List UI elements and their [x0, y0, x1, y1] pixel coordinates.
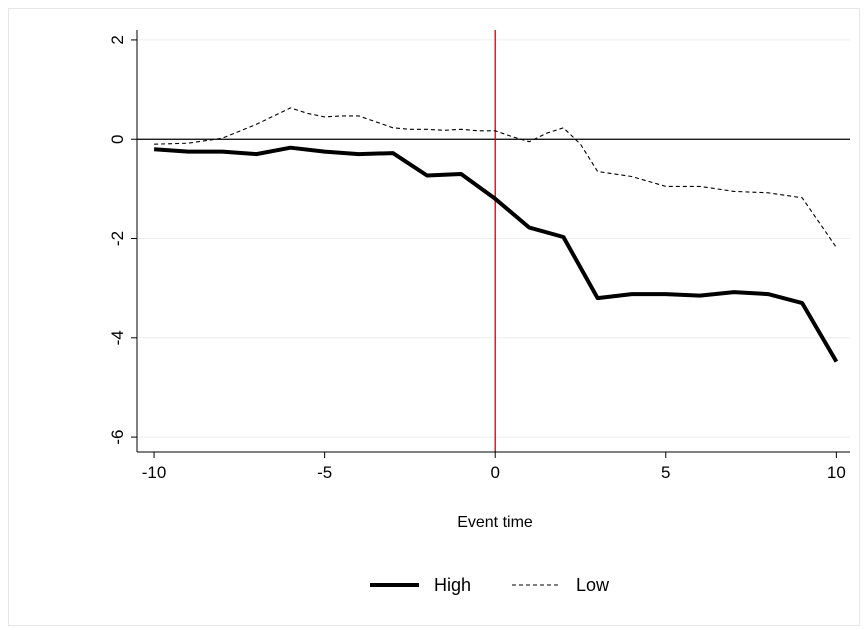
- legend-label-low: Low: [576, 575, 610, 595]
- y-tick-label: -2: [108, 231, 127, 246]
- series-line-high: [153, 145, 839, 363]
- x-tick-label: 0: [490, 463, 499, 482]
- x-axis-title: Event time: [457, 514, 533, 531]
- x-tick-label: 10: [827, 463, 846, 482]
- legend: High Low: [370, 575, 610, 595]
- axes: [131, 30, 850, 458]
- x-tick-label: -10: [142, 463, 167, 482]
- x-tick-label: 5: [661, 463, 670, 482]
- series-line-low: [154, 107, 837, 248]
- y-tick-label: 2: [108, 35, 127, 44]
- tick-labels: -10 -5 0 5 10 2 0 -2 -4 -6: [108, 35, 846, 482]
- gridlines: [137, 39, 850, 438]
- reference-lines: [137, 30, 850, 452]
- y-tick-label: 0: [108, 134, 127, 143]
- chart-frame: [8, 8, 860, 626]
- legend-label-high: High: [434, 575, 471, 595]
- x-tick-label: -5: [317, 463, 332, 482]
- series-lines: [153, 107, 839, 363]
- y-tick-label: -6: [108, 430, 127, 445]
- y-tick-label: -4: [108, 330, 127, 345]
